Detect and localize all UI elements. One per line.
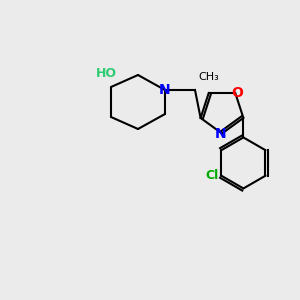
Text: HO: HO (96, 67, 117, 80)
Text: N: N (215, 127, 226, 140)
Text: N: N (159, 83, 171, 97)
Text: CH₃: CH₃ (198, 72, 219, 82)
Text: O: O (231, 86, 243, 100)
Text: Cl: Cl (205, 169, 218, 182)
